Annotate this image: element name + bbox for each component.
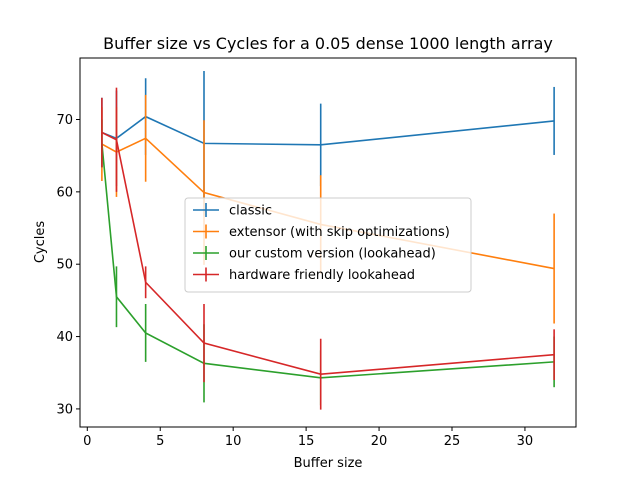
- plot-frame: [79, 57, 577, 428]
- y-tick-label-3: 60: [56, 185, 73, 200]
- y-tick-label-2: 50: [56, 258, 73, 273]
- y-tick-label-4: 70: [56, 113, 73, 128]
- x-tick-label-5: 25: [444, 434, 461, 449]
- series-3: [101, 87, 555, 410]
- y-tick-label-1: 40: [56, 330, 73, 345]
- x-tick-label-0: 0: [83, 434, 91, 449]
- x-tick-label-2: 10: [225, 434, 242, 449]
- series-line-2: [101, 143, 555, 379]
- series-line-3: [101, 131, 555, 375]
- series-0: [101, 71, 555, 216]
- series-line-0: [101, 115, 555, 146]
- legend-label-1: extensor (with skip optimizations): [229, 225, 450, 240]
- legend-label-0: classic: [229, 204, 272, 219]
- y-axis-label: Cycles: [33, 221, 48, 264]
- y-tick-label-0: 30: [56, 402, 73, 417]
- legend: classic extensor (with skip optimizations…: [184, 197, 472, 293]
- legend-item-1: extensor (with skip optimizations): [193, 224, 450, 240]
- legend-box: [184, 197, 472, 293]
- legend-label-3: hardware friendly lookahead: [229, 268, 415, 283]
- x-axis-label: Buffer size: [294, 456, 363, 471]
- x-tick-label-1: 5: [156, 434, 164, 449]
- x-tick-label-6: 30: [517, 434, 534, 449]
- legend-item-3: hardware friendly lookahead: [193, 267, 415, 283]
- legend-label-2: our custom version (lookahead): [229, 247, 436, 262]
- legend-item-0: classic: [193, 203, 272, 219]
- x-tick-label-4: 20: [371, 434, 388, 449]
- x-tick-label-3: 15: [298, 434, 315, 449]
- legend-item-2: our custom version (lookahead): [193, 246, 436, 262]
- chart-title: Buffer size vs Cycles for a 0.05 dense 1…: [103, 34, 553, 53]
